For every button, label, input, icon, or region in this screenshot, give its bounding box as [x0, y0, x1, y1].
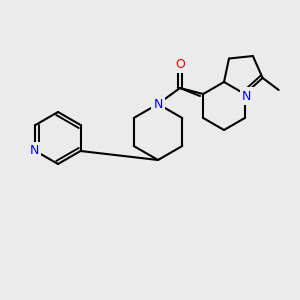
Text: N: N: [242, 89, 251, 103]
Text: N: N: [153, 98, 163, 110]
Text: O: O: [175, 58, 185, 70]
Text: N: N: [30, 145, 39, 158]
